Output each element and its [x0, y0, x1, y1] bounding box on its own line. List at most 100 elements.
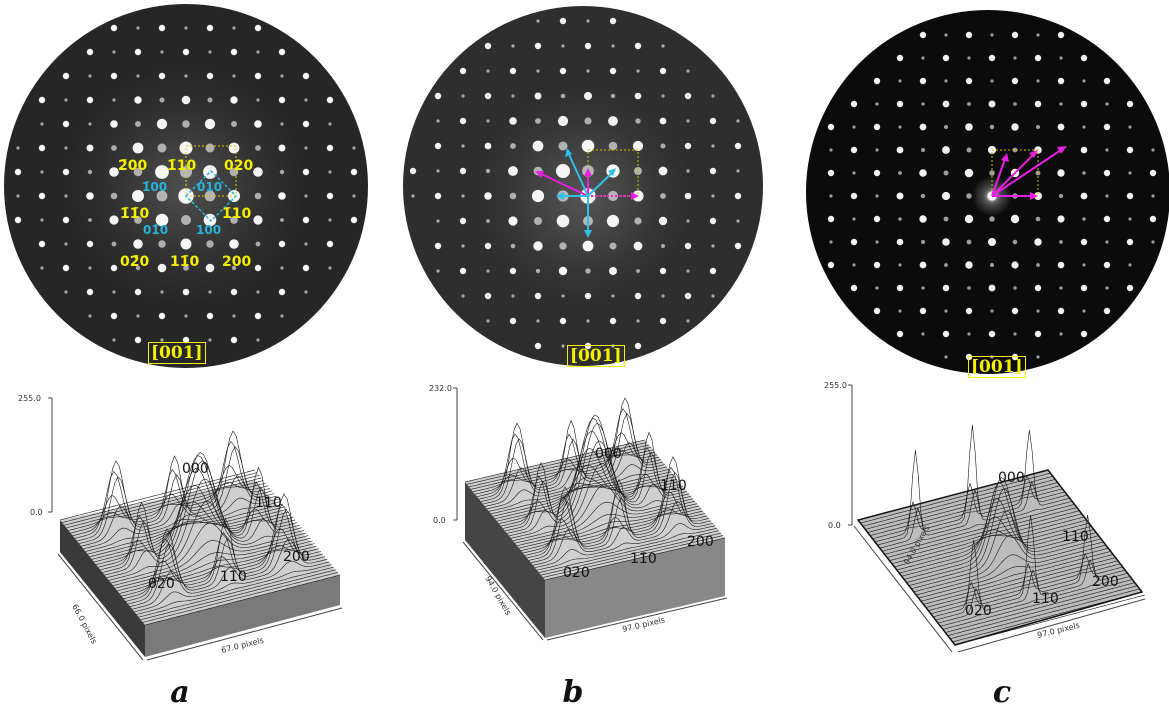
diffraction-spot [942, 146, 950, 154]
diffraction-spot [660, 143, 666, 149]
diffraction-spot [534, 217, 542, 225]
peak-label-1bar10-b: 11̄0 [630, 551, 657, 567]
diffraction-spot [711, 244, 715, 248]
diffraction-spot [609, 267, 617, 275]
diffraction-spot [609, 67, 617, 75]
surface-contour [93, 501, 290, 563]
diffraction-spot [1105, 102, 1109, 106]
surface-contour [115, 537, 311, 589]
diffraction-spot [110, 24, 118, 32]
diffraction-spot [159, 97, 165, 103]
diffraction-spot [484, 142, 492, 150]
diffraction-spot [510, 143, 516, 149]
diffraction-spot [898, 217, 902, 221]
spot-grid-b [409, 17, 742, 350]
surface-contour [500, 430, 682, 527]
diffraction-spot [1035, 216, 1041, 222]
diffraction-spot [684, 92, 692, 100]
diffraction-spot [508, 216, 518, 226]
diffraction-spot [965, 77, 973, 85]
surface-contour [96, 485, 292, 565]
diffraction-spot [896, 330, 904, 338]
diffraction-spot [484, 92, 492, 100]
diffraction-spot [38, 192, 46, 200]
diffraction-spot [1080, 100, 1088, 108]
diffraction-spot [1059, 286, 1063, 290]
diffraction-spot [966, 147, 972, 153]
diffraction-spot [1034, 330, 1042, 338]
surface-contour [130, 509, 326, 607]
diffraction-spot [875, 286, 879, 290]
diffraction-spot [110, 264, 118, 272]
unit-cell-outline-c [991, 149, 1039, 197]
arrow-icon [991, 151, 1037, 197]
diffraction-spot [206, 240, 214, 248]
cell-label-01bar0: 01̄0 [143, 223, 168, 237]
diffraction-spot [434, 192, 442, 200]
surface-contour [516, 503, 698, 546]
diffraction-spot [827, 261, 835, 269]
diffraction-spot [110, 120, 118, 128]
surface-contour [83, 497, 279, 550]
diffraction-spot [896, 238, 904, 246]
diffraction-spot [1080, 54, 1088, 62]
diffraction-spot [1080, 330, 1088, 338]
diffraction-spot [1082, 125, 1086, 129]
diffraction-spot [88, 218, 92, 222]
diffraction-spot [898, 125, 902, 129]
diffraction-spot [709, 267, 717, 275]
diffraction-spot [852, 171, 856, 175]
surface-contour [62, 472, 258, 523]
diffraction-spot [852, 263, 856, 267]
diffraction-spot [485, 168, 491, 174]
diffraction-spot [875, 240, 879, 244]
diffraction-spot [850, 100, 858, 108]
surface-contour [862, 476, 1053, 527]
diffraction-spot [254, 120, 262, 128]
diffraction-spot [304, 194, 308, 198]
diffraction-spot [711, 94, 715, 98]
diffraction-spot [40, 266, 44, 270]
diffraction-spot [586, 319, 590, 323]
peak-label-000-c: 000 [998, 470, 1025, 486]
diffraction-spot [255, 145, 261, 151]
diffraction-spot [944, 355, 948, 359]
diffraction-spot [486, 119, 490, 123]
diffraction-spot [486, 219, 490, 223]
surface-contour [466, 442, 648, 485]
diffraction-spot [64, 242, 68, 246]
diffraction-spot [158, 24, 166, 32]
diffraction-spot [484, 192, 492, 200]
diffraction-spot [684, 242, 692, 250]
diffraction-spot [86, 192, 94, 200]
surface-contour [925, 557, 1116, 608]
diffraction-spot [711, 194, 715, 198]
surface-contour [918, 547, 1109, 599]
diffraction-spot [942, 284, 950, 292]
diffraction-spot [134, 48, 142, 56]
diffraction-spot [1080, 146, 1088, 154]
diffraction-spot [158, 72, 166, 80]
diffraction-spot [304, 242, 308, 246]
surface-contour [87, 503, 283, 555]
diffraction-spot [632, 140, 644, 152]
diffraction-spot [711, 294, 715, 298]
diffraction-spot [1057, 31, 1065, 39]
surface-contour [947, 585, 1138, 636]
diffraction-spot [232, 74, 236, 78]
diffraction-spot [852, 217, 856, 221]
diffraction-spot [557, 115, 569, 127]
panel-a: 2̄00 1̄10 020 1̄1̄0 1̄10 02̄0 11̄0 200 1… [0, 0, 380, 725]
cell-label-100: 100 [196, 223, 221, 237]
peak-label-200-c: 200 [1092, 574, 1119, 590]
peak-label-020-c: 020 [965, 603, 992, 619]
diffraction-spot [208, 50, 212, 54]
diffraction-spot [409, 167, 417, 175]
surface-contour [540, 532, 722, 576]
diffraction-spot [584, 117, 592, 125]
diffraction-spot [484, 242, 492, 250]
diffraction-spot [898, 309, 902, 313]
diffraction-spot [684, 142, 692, 150]
diffraction-spot [686, 169, 690, 173]
z-max-label-b: 232.0 [429, 384, 452, 393]
